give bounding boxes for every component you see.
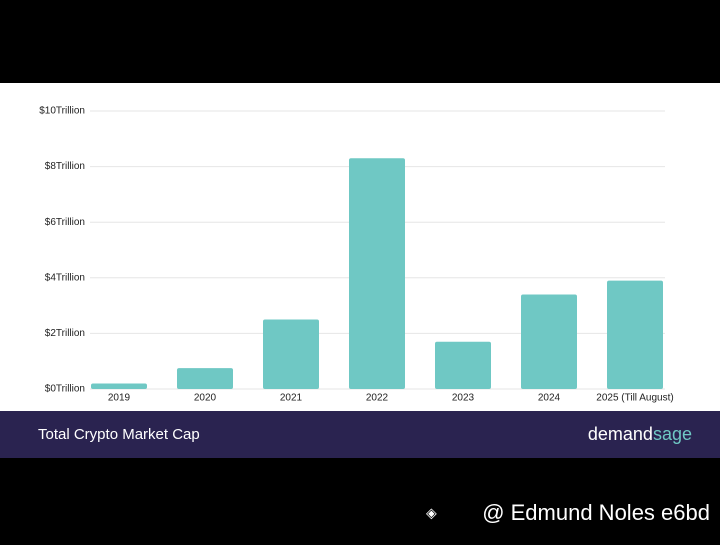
watermark-icon: ◈ — [426, 505, 437, 521]
y-tick-label: $2Trillion — [45, 328, 85, 339]
y-tick-label: $6Trillion — [45, 217, 85, 228]
x-tick-label: 2023 — [452, 393, 475, 404]
bar — [91, 383, 147, 389]
bar — [435, 341, 491, 389]
y-tick-label: $4Trillion — [45, 272, 85, 283]
chart-title: Total Crypto Market Cap — [38, 426, 200, 443]
bar — [607, 280, 663, 389]
bar — [521, 294, 577, 389]
y-tick-label: $10Trillion — [39, 106, 85, 117]
y-tick-label: $0Trillion — [45, 384, 85, 395]
x-tick-label: 2019 — [108, 393, 131, 404]
brand-part: demand — [588, 424, 653, 444]
footer-bar — [0, 411, 720, 458]
x-tick-label: 2021 — [280, 393, 303, 404]
bar — [177, 368, 233, 389]
brand-part: sage — [653, 424, 692, 444]
x-tick-label: 2025 (Till August) — [596, 393, 673, 404]
x-tick-label: 2022 — [366, 393, 389, 404]
bar — [349, 158, 405, 389]
x-tick-label: 2020 — [194, 393, 217, 404]
x-tick-label: 2024 — [538, 393, 561, 404]
bar — [263, 319, 319, 389]
watermark: @ Edmund Noles e6bd — [482, 500, 710, 525]
y-tick-label: $8Trillion — [45, 161, 85, 172]
brand-logo: demandsage — [588, 424, 692, 444]
